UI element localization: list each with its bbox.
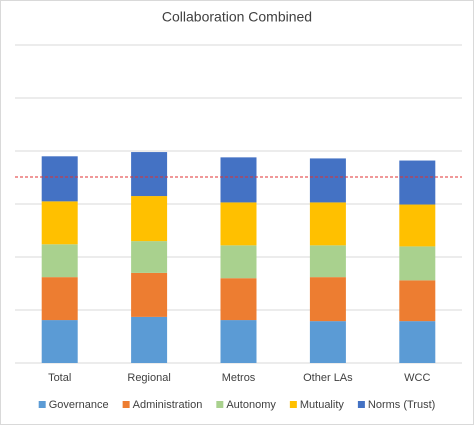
legend-label: Administration <box>133 399 203 411</box>
legend-swatch <box>216 401 224 408</box>
bar-segment <box>399 204 436 247</box>
bar-segment <box>309 321 346 363</box>
bar-segment <box>220 278 257 321</box>
x-tick-label: Regional <box>127 372 170 384</box>
legend-swatch <box>122 401 130 408</box>
bar-segment <box>131 316 168 363</box>
legend: Governance Administration Autonomy Mutualit… <box>38 399 435 411</box>
legend-swatch <box>289 401 297 408</box>
bar-segment <box>131 152 168 197</box>
legend-swatch <box>357 401 365 408</box>
bar-segment <box>220 157 257 203</box>
bar-segment <box>399 160 436 205</box>
bar-segment <box>399 321 436 363</box>
bar-segment <box>309 245 346 278</box>
chart-title: Collaboration Combined <box>162 9 312 25</box>
bar-segment <box>41 201 78 245</box>
legend-label: Mutuality <box>300 399 345 411</box>
bar-segment <box>309 277 346 322</box>
bar-segment <box>220 202 257 246</box>
legend-label: Norms (Trust) <box>368 399 435 411</box>
bar-segment <box>41 156 78 202</box>
bar-segment <box>309 158 346 203</box>
bar-segment <box>131 272 168 317</box>
x-tick-label: Total <box>48 372 71 384</box>
legend-label: Autonomy <box>226 399 276 411</box>
bar-segment <box>220 245 257 279</box>
bar-segment <box>131 196 168 242</box>
bar-segment <box>399 246 436 281</box>
x-tick-label: WCC <box>404 372 430 384</box>
x-tick-label: Metros <box>222 372 256 384</box>
bar-segment <box>309 202 346 246</box>
bar-segment <box>220 320 257 363</box>
bar-segment <box>131 241 168 273</box>
bar-segment <box>399 280 436 322</box>
legend-swatch <box>38 401 46 408</box>
bar-segment <box>41 244 78 278</box>
bar-segment <box>41 277 78 321</box>
bar-segment <box>41 320 78 363</box>
legend-label: Governance <box>49 399 109 411</box>
x-tick-label: Other LAs <box>303 372 353 384</box>
